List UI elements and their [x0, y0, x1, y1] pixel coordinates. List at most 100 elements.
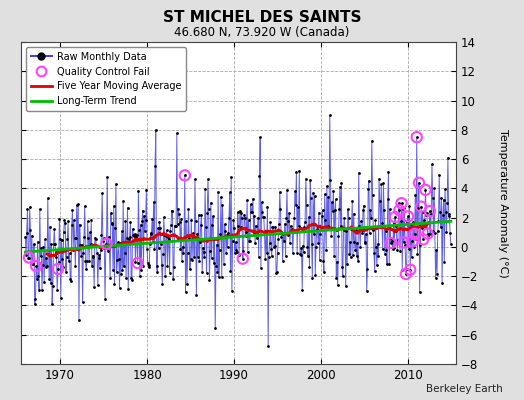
Point: [386, 240, 395, 246]
Point: [383, 260, 391, 267]
Point: [58, 256, 67, 262]
Point: [355, 169, 363, 176]
Point: [238, 256, 247, 262]
Point: [75, 317, 83, 324]
Point: [429, 194, 437, 201]
Point: [102, 243, 110, 250]
Point: [410, 244, 418, 250]
Point: [76, 242, 84, 248]
Point: [198, 269, 206, 275]
Point: [400, 205, 409, 211]
Point: [95, 252, 103, 259]
Point: [283, 232, 292, 238]
Point: [246, 238, 254, 244]
Point: [74, 201, 82, 207]
Point: [291, 202, 300, 208]
Point: [54, 258, 63, 265]
Point: [265, 239, 274, 246]
Point: [335, 206, 343, 212]
Point: [248, 209, 256, 216]
Point: [176, 219, 184, 225]
Point: [331, 207, 339, 213]
Point: [405, 246, 413, 252]
Point: [285, 210, 293, 216]
Point: [419, 236, 428, 242]
Point: [63, 236, 72, 242]
Point: [378, 220, 386, 226]
Point: [337, 180, 345, 186]
Point: [294, 223, 303, 230]
Point: [257, 265, 265, 271]
Point: [66, 250, 74, 256]
Point: [219, 234, 227, 240]
Point: [358, 230, 367, 236]
Point: [264, 343, 272, 350]
Point: [87, 216, 95, 223]
Point: [352, 227, 360, 234]
Point: [431, 275, 440, 282]
Y-axis label: Temperature Anomaly (°C): Temperature Anomaly (°C): [498, 129, 508, 277]
Point: [28, 260, 37, 267]
Point: [336, 223, 345, 230]
Point: [234, 223, 243, 229]
Point: [45, 276, 53, 282]
Point: [269, 223, 277, 230]
Point: [166, 228, 174, 234]
Point: [38, 286, 46, 293]
Point: [222, 250, 230, 257]
Point: [32, 263, 40, 269]
Point: [424, 232, 432, 239]
Point: [339, 272, 347, 279]
Point: [385, 261, 394, 267]
Point: [364, 185, 373, 192]
Point: [111, 225, 119, 232]
Point: [334, 282, 342, 289]
Point: [119, 198, 127, 204]
Point: [408, 254, 416, 260]
Point: [297, 252, 305, 258]
Point: [281, 220, 289, 227]
Point: [305, 264, 314, 271]
Point: [204, 206, 213, 212]
Point: [386, 240, 395, 246]
Point: [300, 224, 309, 230]
Point: [368, 138, 376, 144]
Point: [249, 195, 257, 202]
Point: [53, 287, 61, 293]
Point: [395, 207, 403, 214]
Point: [286, 240, 294, 246]
Point: [373, 262, 381, 269]
Point: [302, 201, 311, 208]
Point: [110, 203, 118, 209]
Point: [325, 224, 333, 231]
Point: [31, 295, 40, 302]
Point: [391, 214, 399, 220]
Point: [152, 262, 161, 269]
Point: [167, 222, 175, 228]
Point: [199, 244, 207, 251]
Point: [384, 169, 392, 175]
Point: [370, 250, 378, 256]
Point: [229, 217, 237, 223]
Point: [77, 252, 85, 259]
Point: [81, 258, 90, 264]
Point: [210, 236, 219, 242]
Point: [158, 280, 167, 287]
Point: [215, 274, 223, 280]
Point: [205, 277, 214, 284]
Point: [403, 219, 411, 226]
Point: [354, 257, 362, 264]
Point: [170, 223, 179, 229]
Point: [289, 250, 297, 257]
Point: [420, 217, 428, 223]
Point: [79, 250, 88, 256]
Point: [318, 207, 326, 213]
Point: [91, 236, 100, 242]
Point: [177, 216, 185, 222]
Point: [301, 218, 309, 225]
Point: [102, 240, 111, 247]
Point: [342, 227, 351, 234]
Point: [410, 231, 419, 237]
Point: [106, 274, 114, 281]
Point: [292, 169, 301, 175]
